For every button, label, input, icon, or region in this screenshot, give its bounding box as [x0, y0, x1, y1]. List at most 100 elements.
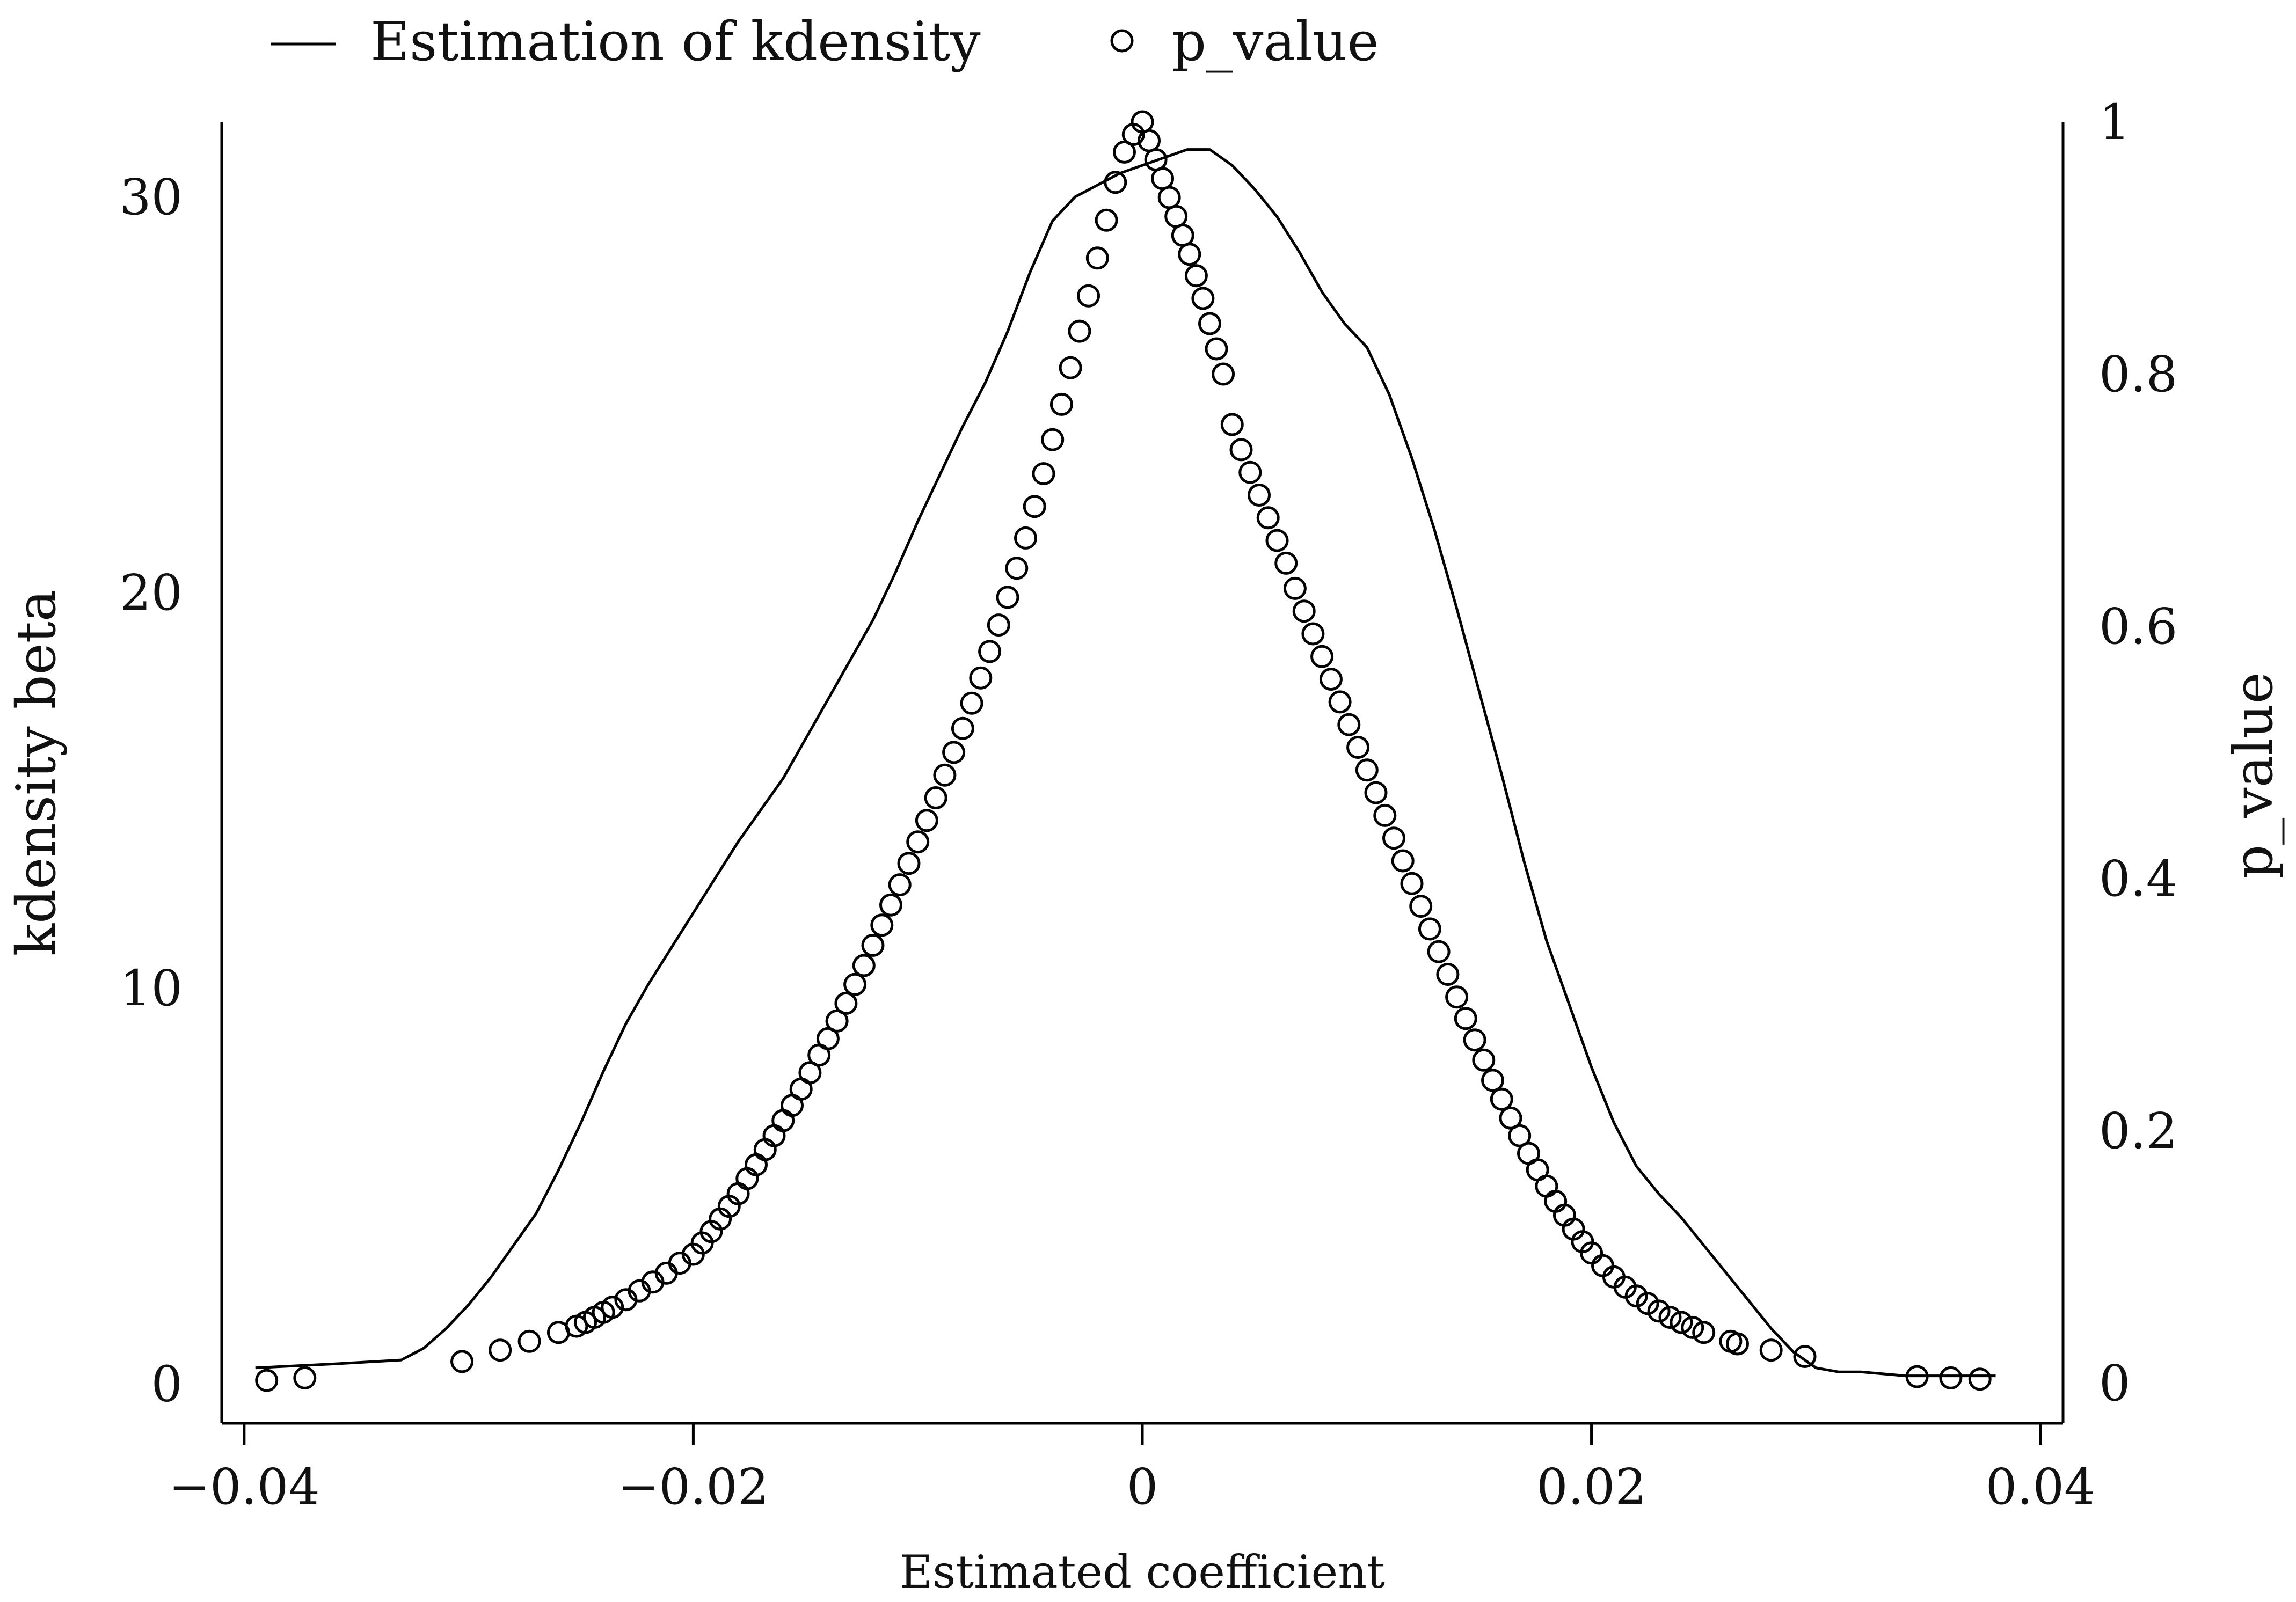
p-value-point: [996, 586, 1019, 609]
p-value-point: [1472, 1048, 1496, 1072]
p-value-point: [1726, 1332, 1749, 1356]
y-right-tick-label: 0.8: [2099, 346, 2177, 403]
p-value-point: [861, 933, 885, 957]
p-value-point: [1968, 1367, 1992, 1391]
p-value-point: [1681, 1315, 1704, 1339]
p-value-point: [1077, 284, 1100, 308]
y-left-tick-label: 10: [120, 960, 183, 1017]
p-value-point: [1400, 872, 1424, 895]
p-value-point: [1178, 243, 1201, 266]
p-value-point: [915, 809, 938, 832]
p-value-point: [906, 830, 930, 854]
p-value-point: [1301, 622, 1325, 646]
p-value-point: [1490, 1087, 1513, 1111]
y-right-tick-label: 0.6: [2099, 598, 2177, 655]
p-value-point: [1032, 462, 1055, 486]
p-value-point: [1658, 1306, 1682, 1329]
p-value-point: [1939, 1366, 1963, 1389]
p-value-point: [517, 1329, 541, 1353]
p-value-points: [255, 110, 1992, 1392]
p-value-point: [293, 1366, 317, 1389]
p-value-point: [1670, 1311, 1693, 1334]
p-value-point: [1391, 849, 1415, 873]
p-value-point: [255, 1369, 279, 1392]
p-value-point: [1463, 1028, 1486, 1052]
p-value-point: [924, 786, 947, 809]
p-value-point: [1238, 460, 1262, 484]
p-value-point: [870, 913, 894, 937]
p-value-point: [1445, 985, 1469, 1009]
p-value-point: [1427, 940, 1451, 963]
x-axis-title: Estimated coefficient: [900, 1546, 1385, 1598]
p-value-point: [1274, 551, 1298, 575]
p-value-point: [601, 1296, 624, 1319]
y-right-tick-label: 0: [2099, 1355, 2131, 1412]
x-tick-label: −0.02: [617, 1458, 769, 1516]
p-value-point: [1319, 668, 1343, 691]
p-value-point: [1059, 356, 1082, 379]
p-value-point: [1355, 758, 1379, 782]
p-value-point: [1905, 1365, 1929, 1388]
p-value-point: [1085, 246, 1109, 270]
x-tick-label: −0.04: [169, 1458, 320, 1516]
p-value-point: [1205, 337, 1228, 361]
p-value-point: [1248, 484, 1271, 507]
p-value-point: [1409, 895, 1433, 918]
y-left-ticks: 0 10 20 30: [120, 169, 183, 1413]
p-value-point: [816, 1027, 840, 1050]
p-value-point: [843, 972, 867, 996]
p-value-point: [1265, 529, 1289, 552]
p-value-point: [1436, 963, 1460, 986]
legend-circle-marker: [1110, 29, 1134, 53]
p-value-point: [1364, 781, 1388, 804]
y-left-tick-label: 20: [120, 564, 183, 621]
p-value-point: [1256, 506, 1280, 530]
p-value-point: [1283, 576, 1307, 600]
y-axis-right-title: p_value: [2222, 672, 2285, 879]
p-value-point: [489, 1338, 512, 1362]
p-value-point: [1328, 690, 1352, 714]
p-value-point: [852, 954, 876, 977]
p-value-point: [1692, 1321, 1716, 1344]
p-value-point: [987, 613, 1010, 637]
p-value-point: [450, 1350, 474, 1373]
y-left-tick-label: 0: [151, 1355, 183, 1413]
p-value-point: [1104, 171, 1127, 194]
p-value-point: [1041, 428, 1065, 451]
p-value-point: [960, 691, 983, 715]
p-value-point: [1454, 1007, 1477, 1030]
p-value-point: [1014, 526, 1037, 550]
p-value-point: [1759, 1338, 1783, 1362]
p-value-point: [1095, 208, 1118, 232]
p-value-point: [1049, 392, 1073, 416]
x-tick-label: 0.04: [1986, 1458, 2096, 1516]
p-value-point: [1624, 1284, 1648, 1308]
p-value-point: [1068, 319, 1091, 343]
y-axis-left-title: kdensity beta: [5, 590, 68, 956]
p-value-point: [978, 640, 1002, 663]
p-value-point: [951, 716, 974, 740]
p-value-point: [1220, 413, 1244, 436]
p-value-point: [1184, 264, 1208, 288]
p-value-point: [1229, 438, 1253, 462]
p-value-point: [1481, 1069, 1504, 1092]
y-right-tick-label: 0.4: [2099, 850, 2177, 908]
p-value-point: [942, 741, 966, 764]
kdensity-line: [255, 148, 1996, 1378]
p-value-point: [1647, 1299, 1671, 1323]
p-value-point: [1382, 826, 1405, 850]
p-value-point: [1212, 362, 1235, 386]
p-value-point: [1005, 557, 1029, 580]
p-value-point: [798, 1061, 822, 1085]
y-right-ticks: 0 0.2 0.4 0.6 0.8 1: [2099, 93, 2177, 1412]
p-value-point: [1793, 1345, 1817, 1368]
p-value-point: [933, 763, 957, 787]
p-value-point: [834, 992, 858, 1015]
x-tick-label: 0.02: [1536, 1458, 1646, 1516]
y-right-tick-label: 1: [2099, 93, 2131, 151]
y-right-tick-label: 0.2: [2099, 1102, 2177, 1160]
p-value-point: [1292, 599, 1316, 623]
p-value-point: [897, 852, 921, 875]
